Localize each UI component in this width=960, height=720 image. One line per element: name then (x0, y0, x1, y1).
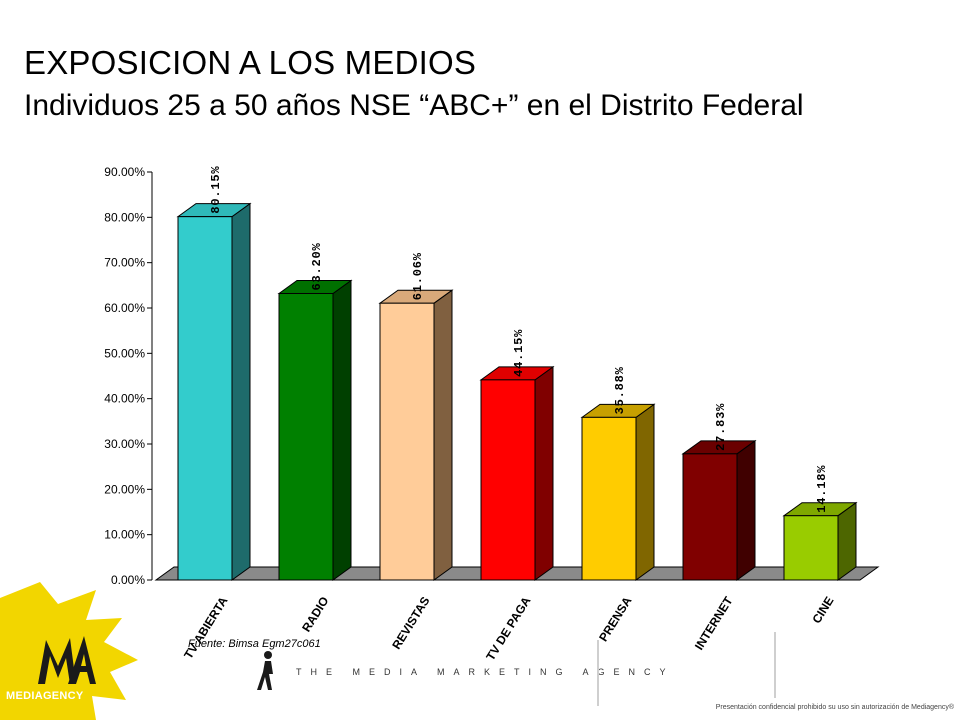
bar (176, 202, 252, 581)
bar (378, 289, 454, 581)
bars (176, 202, 858, 581)
logo-mark-a (68, 636, 96, 684)
y-tick-label: 40.00% (104, 392, 145, 406)
bar-front (783, 515, 839, 581)
category-label: TV ABIERTA (181, 594, 230, 662)
bar (479, 365, 555, 581)
logo-mark (38, 638, 76, 684)
bar-side (433, 289, 453, 581)
y-tick-label: 10.00% (104, 528, 145, 542)
chart-source: Fuente: Bimsa Egm27c061 (188, 638, 321, 650)
bar (681, 439, 757, 581)
divider-line (597, 640, 599, 706)
bar-side (231, 202, 251, 581)
category-label: INTERNET (692, 594, 736, 653)
bar (580, 403, 656, 581)
category-label: RADIO (299, 594, 331, 634)
data-label: 63.20% (310, 242, 324, 290)
bar-front (682, 453, 738, 581)
y-tick-label: 80.00% (104, 210, 145, 224)
mediagency-logo (0, 582, 138, 720)
page-title: EXPOSICION A LOS MEDIOS (24, 44, 477, 81)
data-label: 35.88% (613, 366, 627, 414)
data-label: 44.15% (512, 329, 526, 377)
divider-line (774, 632, 776, 698)
bar (277, 279, 353, 581)
bar-front (379, 302, 435, 581)
agency-tagline: THE MEDIA MARKETING AGENCY (296, 667, 675, 677)
bar-side (635, 403, 655, 581)
category-label: TV DE PAGA (483, 594, 533, 663)
y-tick-label: 90.00% (104, 165, 145, 179)
y-tick-label: 60.00% (104, 301, 145, 315)
y-tick-label: 70.00% (104, 256, 145, 270)
y-tick-label: 30.00% (104, 437, 145, 451)
page-subtitle: Individuos 25 a 50 años NSE “ABC+” en el… (24, 89, 804, 122)
category-label: PRENSA (596, 594, 635, 644)
y-tick-label: 50.00% (104, 346, 145, 360)
y-tick-label: 0.00% (111, 573, 145, 587)
brand-name: MEDIAGENCY (6, 690, 84, 702)
y-tick-label: 20.00% (104, 482, 145, 496)
bar-front (480, 379, 536, 581)
data-label: 61.06% (411, 252, 425, 300)
bar-side (736, 439, 756, 581)
bar-front (177, 216, 233, 581)
category-label: REVISTAS (389, 594, 432, 652)
data-label: 14.18% (815, 465, 829, 513)
bar-side (534, 365, 554, 581)
bar (782, 501, 858, 581)
data-labels: 80.15% 63.20% 61.06% 44.15% 35.88% 27.83% 14.1… (209, 166, 829, 513)
bar-front (278, 292, 334, 581)
bar-front (581, 416, 637, 581)
confidentiality-notice: Presentación confidencial prohibido su u… (715, 704, 954, 711)
category-label: CINE (809, 594, 836, 626)
y-axis: 0.00% 10.00% 20.00% 30.00% 40.00% 50.00% 60.00… (104, 165, 153, 587)
data-label: 27.83% (714, 403, 728, 451)
bar-side (332, 279, 352, 581)
walking-person-icon (257, 651, 273, 690)
data-label: 80.15% (209, 166, 223, 214)
